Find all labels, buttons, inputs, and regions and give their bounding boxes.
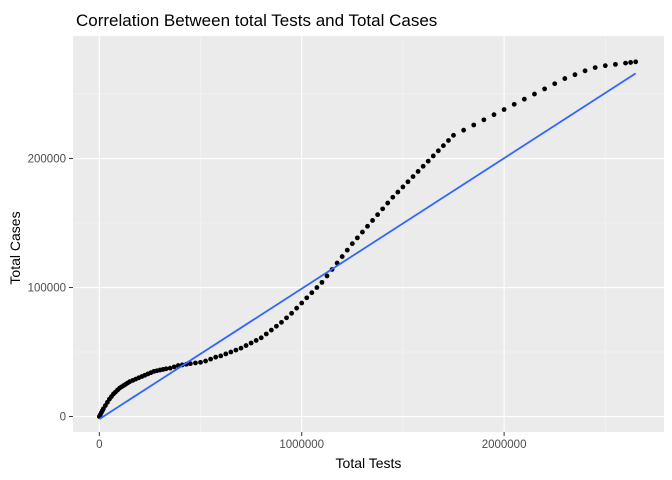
data-point: [613, 61, 618, 67]
data-point: [263, 331, 269, 337]
y-tick-label: 200000: [28, 154, 66, 166]
data-point: [203, 358, 208, 364]
data-point: [395, 189, 401, 195]
data-point: [532, 91, 537, 97]
data-point: [339, 254, 345, 259]
data-point: [365, 223, 370, 229]
data-point: [501, 107, 507, 112]
data-point: [385, 200, 391, 206]
x-tick-label: 0: [96, 439, 102, 451]
data-point: [405, 179, 411, 185]
data-point: [582, 68, 588, 74]
data-point: [319, 279, 325, 285]
data-point: [248, 340, 254, 346]
data-point: [491, 112, 497, 118]
data-point: [344, 247, 350, 253]
data-point: [253, 338, 259, 343]
data-point: [400, 184, 406, 190]
data-point: [471, 122, 477, 128]
data-point: [349, 241, 355, 247]
data-point: [289, 310, 294, 316]
data-point: [592, 65, 598, 71]
data-point: [481, 117, 487, 123]
data-point: [552, 81, 558, 87]
data-point: [511, 101, 517, 107]
chart-title: Correlation Between total Tests and Tota…: [76, 11, 437, 30]
data-point: [279, 319, 284, 325]
x-tick-label: 1000000: [279, 439, 324, 451]
trend-line: [98, 72, 637, 420]
data-point: [461, 127, 467, 133]
x-tick-label: 2000000: [482, 439, 527, 451]
data-point: [542, 86, 547, 92]
data-point: [420, 163, 426, 169]
data-point: [163, 366, 169, 372]
data-point: [258, 335, 264, 341]
data-point: [623, 60, 628, 66]
data-point: [309, 290, 315, 296]
x-axis-title: Total Tests: [336, 455, 402, 471]
y-axis-title: Total Cases: [7, 211, 23, 284]
data-point: [375, 212, 381, 218]
y-tick-label: 100000: [28, 283, 66, 295]
data-point: [572, 72, 578, 78]
y-tick-label: 0: [60, 412, 66, 424]
data-point: [193, 360, 198, 366]
data-point: [628, 60, 634, 65]
data-point: [228, 349, 234, 355]
data-point: [440, 143, 446, 149]
data-point: [446, 138, 451, 143]
data-point: [233, 347, 239, 353]
data-point: [208, 356, 214, 362]
data-point: [198, 359, 203, 365]
data-point: [223, 351, 229, 357]
data-point: [187, 361, 193, 367]
data-point: [243, 343, 249, 348]
data-point: [633, 59, 639, 65]
data-point: [390, 194, 396, 200]
data-point: [304, 295, 310, 301]
data-point: [268, 327, 274, 333]
data-point: [430, 153, 436, 159]
plot-area: [73, 36, 664, 432]
data-point: [167, 365, 173, 371]
data-point: [218, 353, 224, 359]
data-point: [213, 354, 219, 360]
data-point: [425, 158, 431, 164]
data-point: [274, 323, 279, 329]
data-point: [521, 96, 527, 102]
data-point: [354, 235, 360, 241]
data-point: [294, 305, 300, 311]
data-point: [380, 206, 386, 212]
data-point: [410, 174, 416, 179]
data-point: [238, 345, 244, 351]
data-point: [299, 300, 305, 306]
data-point: [451, 132, 456, 138]
data-point: [370, 218, 375, 223]
data-point: [360, 229, 365, 235]
data-point: [415, 169, 421, 174]
data-point: [435, 148, 441, 154]
data-point: [284, 315, 289, 321]
plot-panel: [73, 36, 664, 432]
data-point: [314, 285, 320, 290]
data-point: [324, 273, 330, 279]
data-point: [602, 63, 608, 69]
data-point: [171, 364, 177, 370]
data-point: [562, 76, 568, 81]
